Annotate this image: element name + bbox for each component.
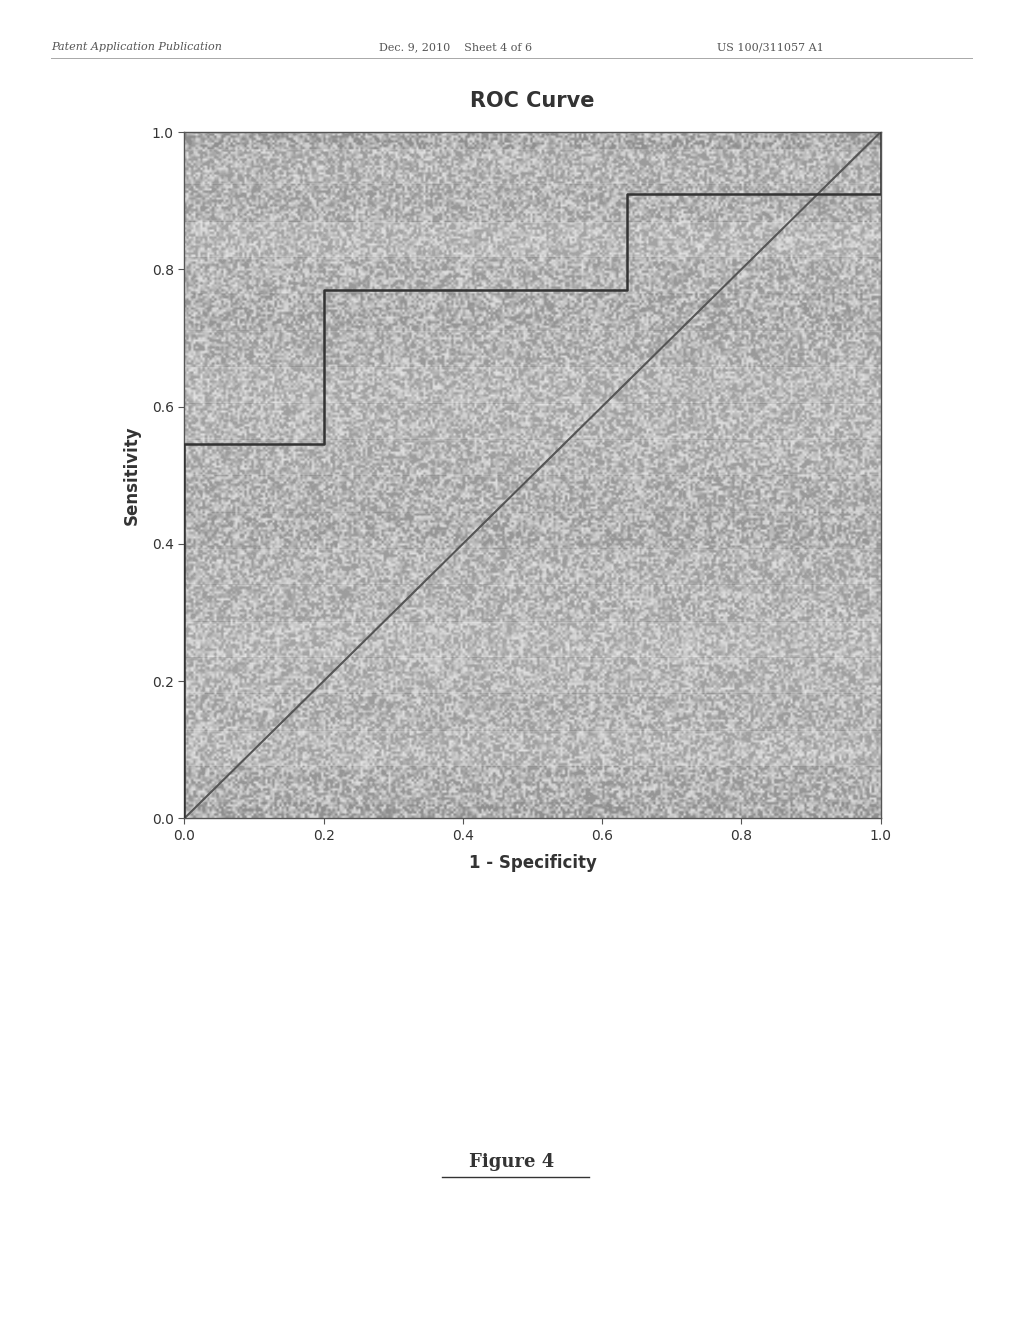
Text: US 100/311057 A1: US 100/311057 A1 [717,42,823,53]
Title: ROC Curve: ROC Curve [470,91,595,111]
Bar [184,585,881,619]
Bar [184,186,881,220]
Bar [184,404,881,438]
Bar [184,440,881,474]
Bar [184,477,881,511]
Bar [184,730,881,764]
Bar [184,331,881,366]
Bar [184,767,881,801]
Bar [184,367,881,401]
Bar [184,222,881,256]
Bar [184,149,881,183]
Bar [184,622,881,656]
Y-axis label: Sensitivity: Sensitivity [123,425,140,525]
Bar [184,294,881,329]
Bar [184,512,881,546]
Bar [184,259,881,293]
Bar [184,694,881,729]
X-axis label: 1 - Specificity: 1 - Specificity [469,854,596,873]
Text: Figure 4: Figure 4 [469,1152,555,1171]
Bar [184,549,881,583]
Text: Patent Application Publication: Patent Application Publication [51,42,222,53]
Text: Dec. 9, 2010    Sheet 4 of 6: Dec. 9, 2010 Sheet 4 of 6 [379,42,532,53]
Bar [184,657,881,692]
